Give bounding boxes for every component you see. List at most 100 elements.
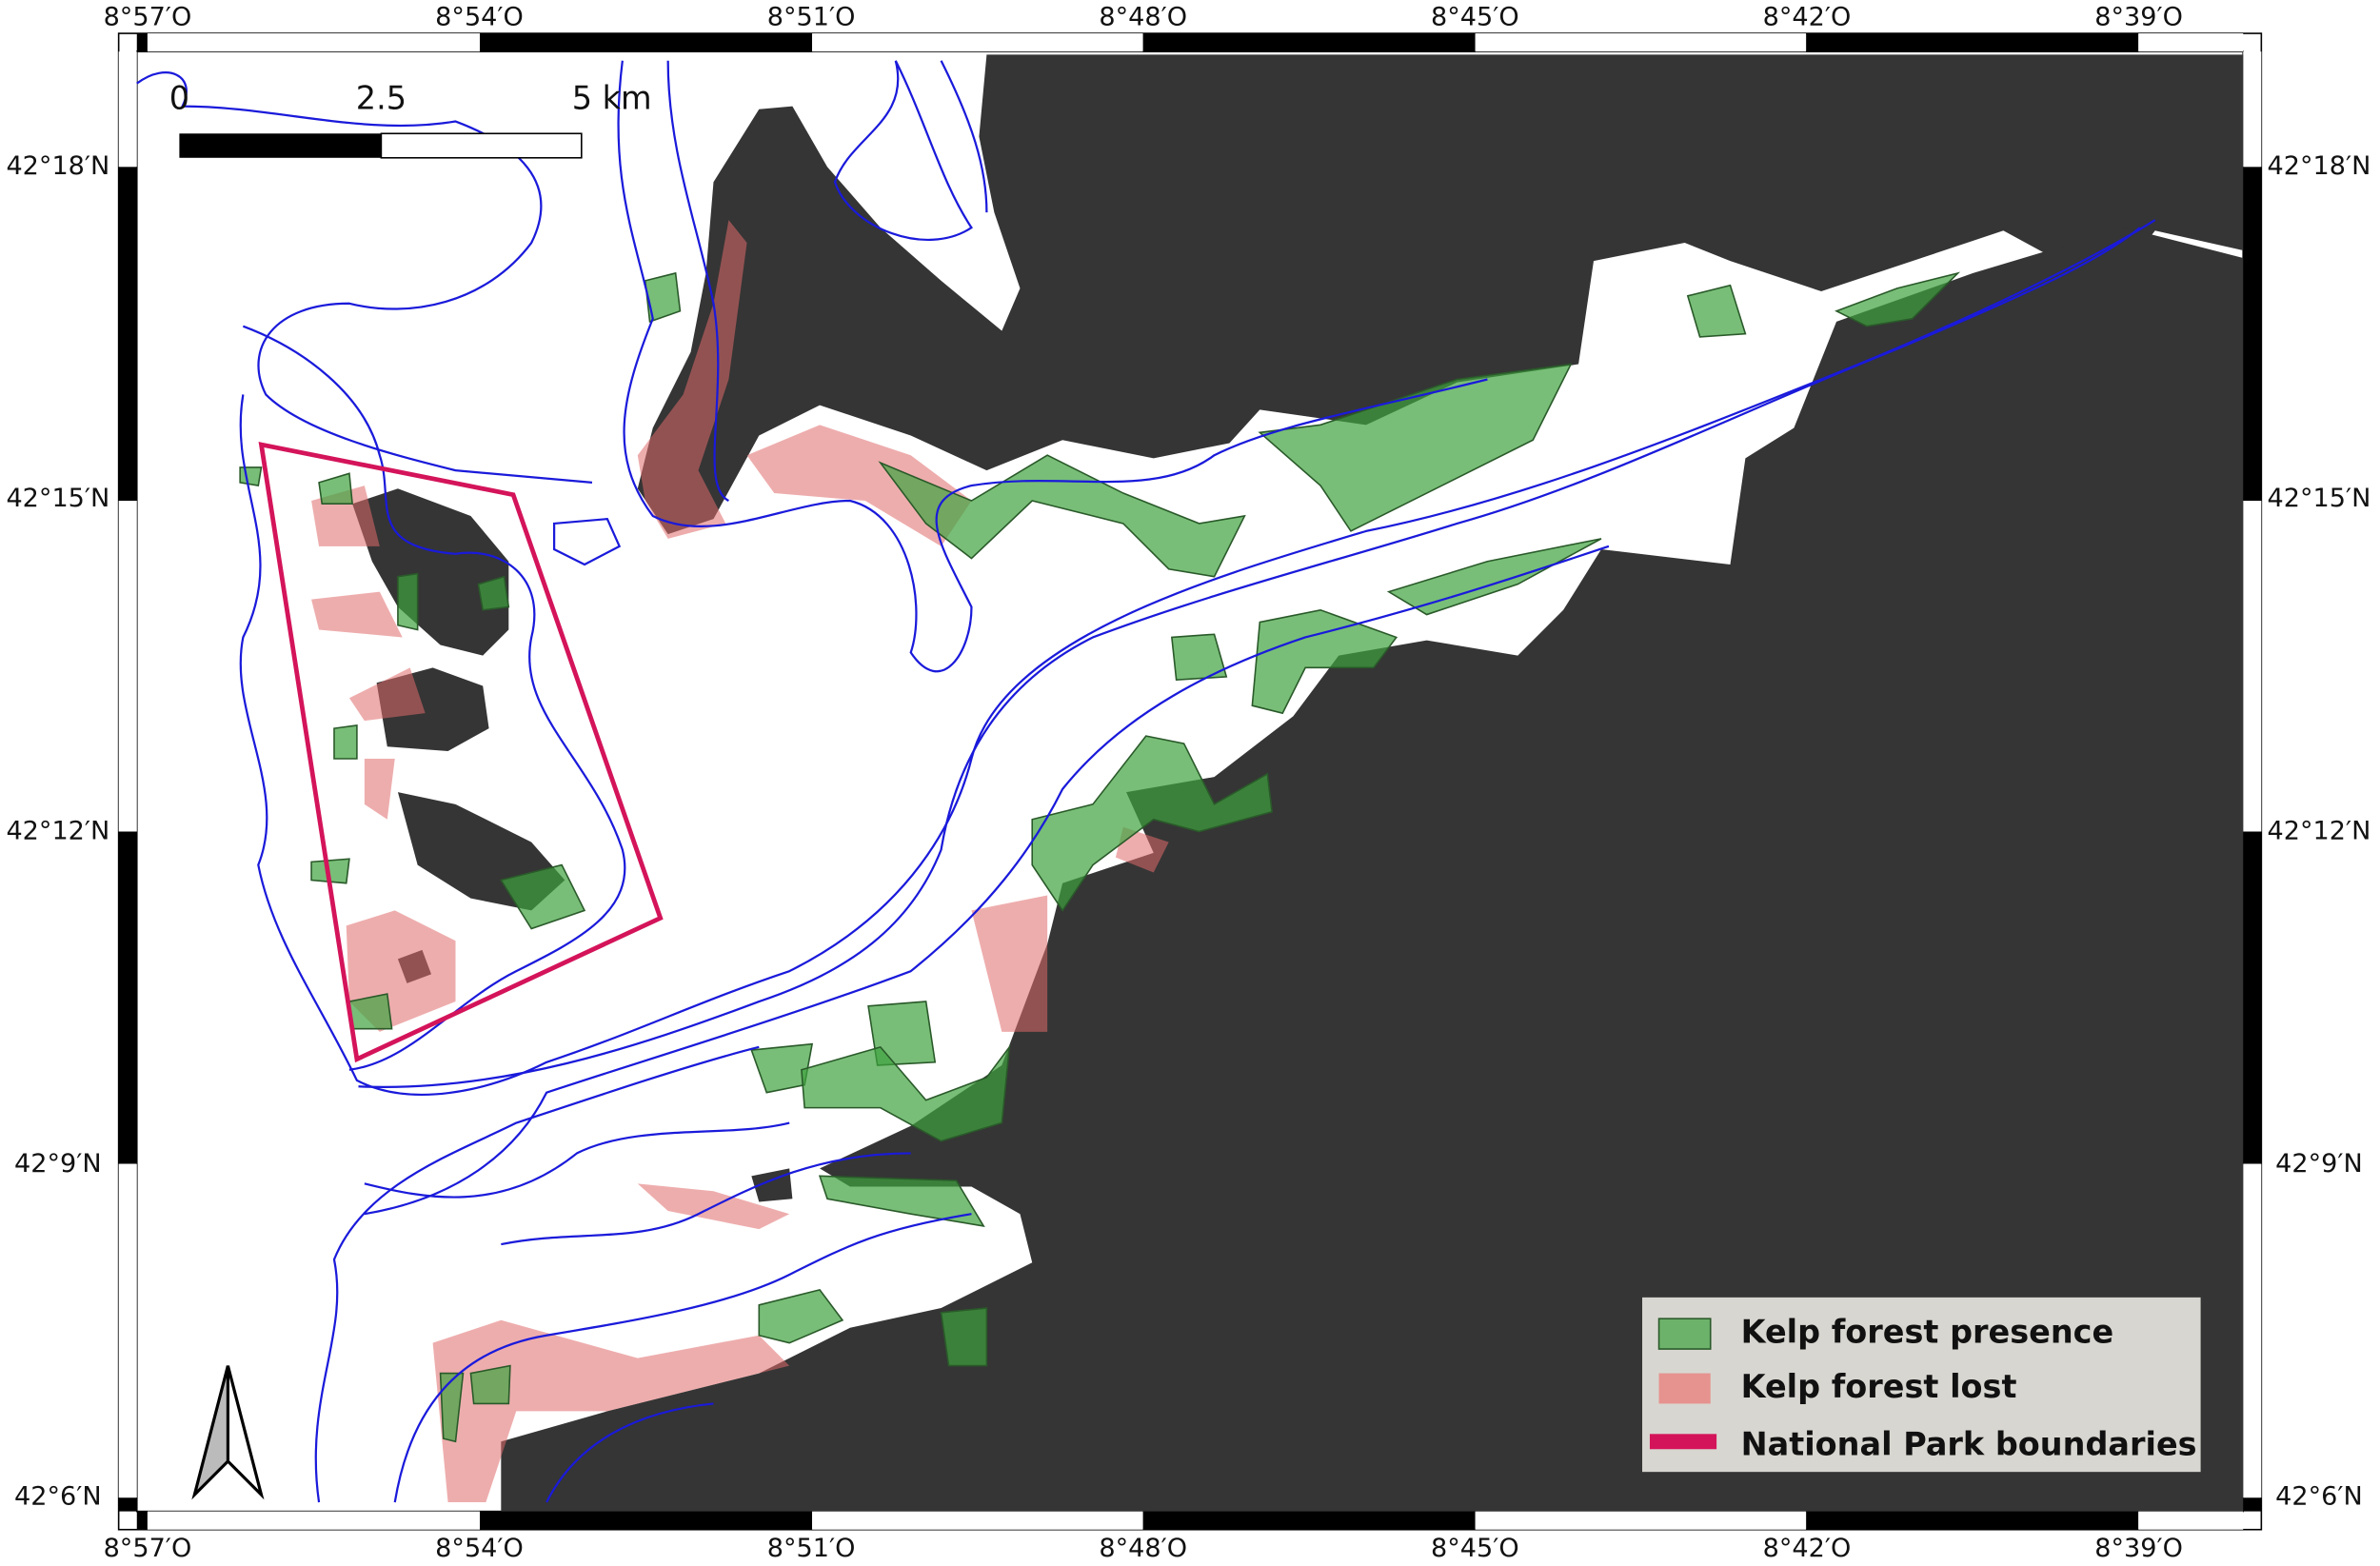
depth-contour [242,325,626,1071]
kelp-area [818,1175,985,1228]
frame-segment [136,33,148,52]
frame-segment [2138,33,2244,52]
kelp-area [333,724,358,760]
legend [1649,1434,1717,1450]
depth-contour [940,60,988,213]
land [352,54,2244,1512]
frame-segment [1475,33,1807,52]
frame-segment [2243,501,2262,832]
scale-label: 0 [169,80,189,117]
depth-contour [239,219,2156,1096]
frame-segment [2138,1511,2244,1530]
kelp-area [758,1288,844,1344]
scale-bar [179,133,382,158]
kelp-area [1835,271,1961,327]
north-arrow [191,1365,230,1500]
x-label: 8°39′O [2094,3,2183,32]
kelp-area [1686,284,1747,338]
x-label: 8°54′O [435,3,524,32]
frame-segment [480,33,813,52]
lost-area [348,667,426,722]
frame-segment [118,501,137,832]
x-label: 8°54′O [435,1534,524,1563]
frame-segment [1806,1511,2139,1530]
depth-contour [364,545,1610,1216]
lost-area [971,895,1048,1032]
kelp-area [940,1307,988,1367]
frame-segment [480,1511,813,1530]
x-label: 8°57′O [104,1534,192,1563]
depth-contour [393,1213,972,1503]
legend [1657,1318,1712,1350]
kelp-area [867,1001,937,1066]
kelp-area [239,271,1961,1443]
lost-area [311,591,403,638]
x-label: 8°42′O [1763,1534,1852,1563]
frame-segment [118,1163,137,1498]
x-label: 8°42′O [1763,3,1852,32]
frame-segment [1142,1511,1476,1530]
land [352,488,509,656]
kelp-area [469,1364,511,1405]
frame-segment [118,51,137,168]
lost-area [364,758,395,820]
scale-label: 5 km [572,80,652,117]
kelp-area [801,1044,1011,1142]
depth-contour [553,517,622,566]
kelp-area [644,271,682,324]
x-label: 8°45′O [1431,3,1519,32]
frame-segment [136,1511,148,1530]
y-label: 42°15′N [2268,484,2371,513]
y-label: 42°15′N [6,484,109,513]
depth-contour [136,71,593,485]
x-label: 8°39′O [2094,1534,2183,1563]
y-label: 42°18′N [2268,151,2371,181]
kelp-area [878,454,1246,578]
x-label: 8°48′O [1099,1534,1187,1563]
frame-segment [118,167,137,502]
kelp-area [1170,633,1228,681]
national-park-boundary [258,442,664,1063]
frame-segment [147,1511,481,1530]
x-label: 8°51′O [767,1534,856,1563]
depth-contour [617,60,1488,673]
frame-segment [2243,831,2262,1164]
frame-segment [1475,1511,1807,1530]
scale-label: 2.5 [356,80,407,117]
frame-segment [2243,51,2262,168]
depth-contour [545,1402,714,1503]
y-label: 42°9′N [14,1149,102,1179]
x-label: 8°51′O [767,3,856,32]
frame-segment [2243,167,2262,502]
depth-contour [314,1045,760,1503]
x-label: 8°48′O [1099,3,1187,32]
y-label: 42°12′N [6,817,109,846]
x-label: 8°57′O [104,3,192,32]
depth-contour [136,60,2156,1503]
y-label: 42°12′N [2268,817,2371,846]
kelp-area [310,858,350,884]
kelp-area [1258,363,1573,532]
legend [1642,1297,2201,1473]
kelp-area [1031,735,1273,912]
land [637,54,2244,535]
depth-contour [364,1121,790,1199]
scale-bar [179,132,583,159]
frame-segment [812,33,1143,52]
lost-area [746,425,972,546]
legend [1642,1297,2201,1473]
legend [1658,1373,1711,1404]
legend-label: Kelp forest lost [1741,1368,2017,1405]
scale-bar [380,132,583,159]
frame-segment [2243,1163,2262,1498]
y-label: 42°6′N [2275,1481,2363,1511]
frame-segment [118,831,137,1164]
kelp-area [477,575,510,611]
depth-contour [833,60,974,242]
frame-segment [1142,33,1476,52]
kelp-area [318,472,353,505]
depth-contour [358,227,2141,1088]
depth-contour [666,60,729,503]
